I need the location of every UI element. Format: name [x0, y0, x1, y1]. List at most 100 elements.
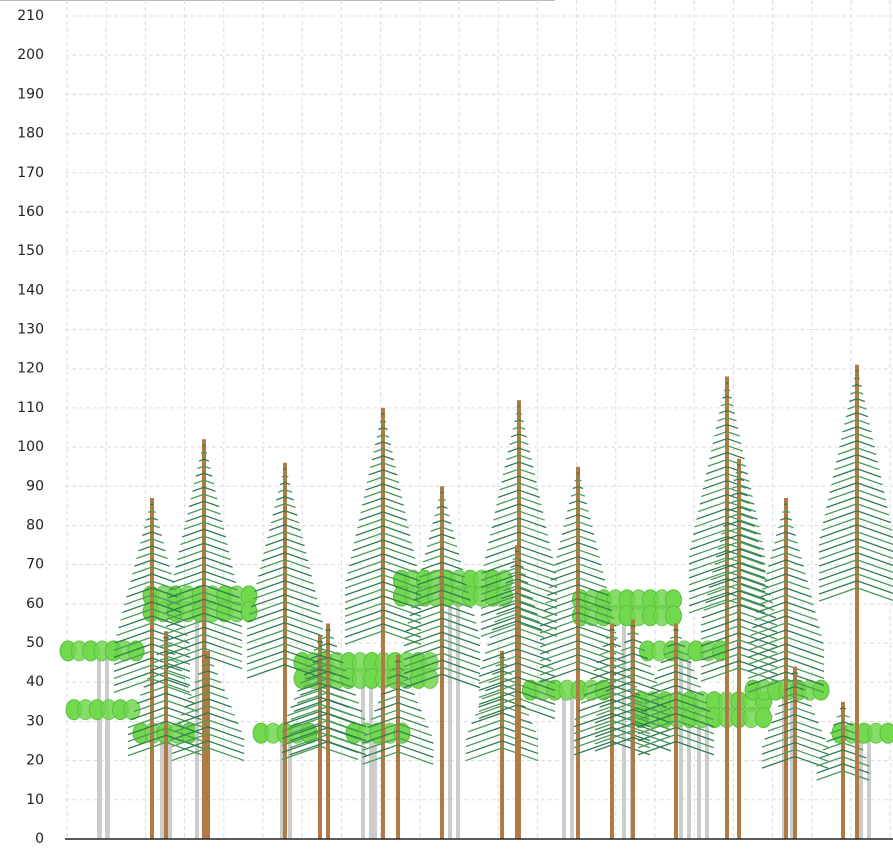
conifer-tree [700, 458, 778, 839]
branch [349, 553, 384, 567]
branch [374, 441, 384, 446]
branch [712, 562, 740, 573]
branch [465, 726, 503, 741]
branch [785, 517, 792, 521]
branch [480, 608, 520, 623]
branch [327, 705, 366, 721]
branch [539, 640, 579, 655]
branch [632, 666, 655, 676]
branch [284, 489, 293, 493]
branch [856, 433, 874, 440]
branch [726, 409, 736, 414]
branch [417, 575, 443, 586]
branch [518, 601, 558, 616]
branch [194, 677, 209, 684]
branch [319, 745, 359, 761]
branch [284, 608, 323, 623]
branch [832, 468, 858, 478]
branch [151, 559, 170, 567]
branch [371, 455, 384, 461]
branch [688, 577, 728, 593]
branch [207, 677, 222, 684]
branch [675, 649, 689, 656]
branch [203, 605, 243, 621]
branch [611, 649, 625, 656]
branch [382, 427, 388, 431]
branch [608, 673, 634, 684]
branch [171, 747, 209, 762]
branch [494, 613, 518, 623]
y-tick-label: 0 [35, 831, 44, 847]
broadleaf-tree [65, 699, 141, 839]
branch [764, 727, 796, 740]
branch [441, 547, 460, 555]
branch [151, 601, 182, 613]
branch [518, 517, 547, 529]
branch [541, 605, 579, 619]
branch [785, 678, 825, 693]
branch [822, 742, 844, 751]
branch [382, 581, 422, 596]
branch [512, 426, 520, 430]
branch [478, 704, 518, 719]
branch [758, 594, 787, 606]
branch [382, 532, 413, 544]
branch [165, 612, 205, 628]
branch [573, 726, 613, 742]
branch [726, 402, 734, 407]
branch [577, 563, 604, 574]
branch [419, 568, 443, 578]
branch [165, 626, 205, 642]
branch [428, 533, 443, 540]
branch [151, 552, 168, 560]
branch [710, 444, 728, 452]
branch [397, 737, 434, 751]
branch [497, 489, 520, 498]
branch [246, 636, 286, 651]
plot-area [59, 364, 893, 839]
branch [485, 684, 503, 692]
branch [611, 670, 634, 680]
y-tick-label: 210 [17, 8, 44, 24]
branch [689, 535, 728, 551]
branch [647, 684, 677, 696]
branch [785, 510, 790, 513]
branch [738, 485, 747, 489]
branch [480, 580, 520, 595]
branch [361, 497, 384, 506]
branch [637, 712, 677, 728]
conifer-tree [539, 466, 617, 839]
branch [577, 500, 588, 505]
branch [715, 423, 728, 430]
branch [539, 654, 579, 669]
branch [284, 622, 324, 637]
branch [207, 656, 212, 659]
branch [441, 666, 481, 682]
branch [794, 692, 809, 699]
branch [632, 624, 636, 628]
branch [675, 698, 711, 713]
branch [632, 673, 658, 684]
branch [284, 636, 324, 651]
branch [207, 719, 243, 733]
branch [856, 559, 893, 574]
branch [465, 740, 503, 755]
branch [259, 559, 286, 570]
branch [518, 594, 558, 609]
branch [632, 631, 639, 636]
branch [151, 622, 188, 637]
branch [246, 615, 286, 630]
branch [637, 726, 677, 742]
branch [516, 704, 556, 719]
branch [382, 525, 411, 537]
branch [413, 589, 443, 601]
branch [440, 491, 443, 494]
branch [788, 678, 796, 683]
branch [688, 570, 728, 586]
branch [126, 587, 153, 598]
branch [701, 486, 728, 498]
branch [498, 599, 518, 608]
branch [785, 573, 808, 583]
branch [856, 447, 877, 456]
branch [688, 591, 728, 607]
